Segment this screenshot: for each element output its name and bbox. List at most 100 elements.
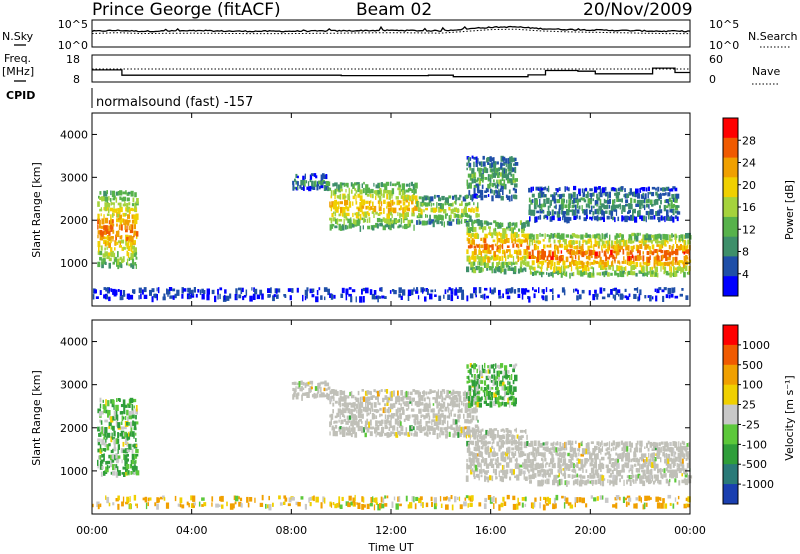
- heatmap-cell: [638, 240, 642, 244]
- heatmap-cell: [569, 193, 572, 200]
- heatmap-cell: [434, 194, 436, 199]
- heatmap-cell: [669, 234, 671, 239]
- heatmap-cell: [683, 468, 685, 475]
- heatmap-cell: [354, 427, 356, 434]
- power-ytick-label: 2000: [60, 214, 88, 227]
- heatmap-cell: [589, 188, 593, 192]
- heatmap-cell: [134, 218, 138, 225]
- heatmap-cell: [402, 213, 405, 220]
- heatmap-cell: [343, 408, 347, 414]
- heatmap-cell: [687, 474, 690, 480]
- heatmap-cell: [619, 453, 622, 459]
- heatmap-cell: [352, 201, 354, 206]
- heatmap-cell: [366, 218, 368, 223]
- heatmap-cell: [104, 427, 108, 433]
- heatmap-cell: [651, 186, 655, 190]
- heatmap-cell: [597, 245, 600, 249]
- heatmap-cell: [583, 217, 587, 222]
- heatmap-cell: [316, 392, 319, 398]
- heatmap-cell: [466, 396, 469, 401]
- heatmap-cell: [441, 396, 444, 403]
- heatmap-cell: [574, 288, 578, 292]
- heatmap-cell: [239, 497, 243, 502]
- heatmap-cell: [338, 397, 340, 404]
- heatmap-cell: [679, 451, 683, 457]
- heatmap-cell: [683, 234, 686, 239]
- heatmap-cell: [434, 294, 437, 297]
- heatmap-cell: [500, 402, 503, 407]
- velocity-colorbar-swatch: [723, 404, 738, 425]
- heatmap-cell: [670, 200, 673, 206]
- heatmap-cell: [594, 255, 598, 259]
- heatmap-cell: [353, 407, 357, 411]
- heatmap-cell: [481, 364, 484, 371]
- heatmap-cell: [494, 251, 496, 258]
- heatmap-cell: [648, 271, 650, 275]
- heatmap-cell: [587, 451, 591, 455]
- heatmap-cell: [623, 205, 626, 213]
- heatmap-cell: [106, 235, 110, 241]
- nave-tick-bottom: 0: [709, 73, 716, 86]
- heatmap-cell: [653, 474, 657, 479]
- heatmap-cell: [450, 397, 454, 403]
- velocity-ytick-label: 3000: [60, 379, 88, 392]
- heatmap-cell: [411, 414, 416, 418]
- heatmap-cell: [411, 496, 414, 502]
- heatmap-cell: [587, 447, 590, 452]
- heatmap-cell: [97, 438, 101, 443]
- heatmap-cell: [501, 451, 505, 456]
- heatmap-cell: [394, 183, 397, 187]
- heatmap-cell: [352, 183, 355, 189]
- heatmap-cell: [468, 201, 471, 206]
- heatmap-cell: [314, 180, 317, 187]
- heatmap-cell: [537, 240, 540, 245]
- heatmap-cell: [533, 243, 537, 251]
- heatmap-cell: [486, 243, 488, 250]
- heatmap-cell: [357, 184, 361, 190]
- heatmap-cell: [622, 496, 625, 503]
- heatmap-cell: [241, 287, 244, 293]
- heatmap-cell: [473, 446, 477, 452]
- heatmap-cell: [567, 467, 571, 471]
- heatmap-cell: [489, 287, 492, 294]
- heatmap-cell: [511, 447, 515, 451]
- heatmap-cell: [509, 221, 511, 227]
- heatmap-cell: [590, 250, 594, 255]
- heatmap-cell: [457, 208, 460, 214]
- heatmap-cell: [483, 293, 486, 300]
- heatmap-cell: [295, 180, 298, 185]
- power-heatmap: [92, 155, 692, 303]
- heatmap-cell: [474, 424, 479, 428]
- heatmap-cell: [595, 240, 599, 246]
- heatmap-cell: [283, 501, 286, 505]
- heatmap-cell: [124, 437, 128, 444]
- heatmap-cell: [372, 201, 374, 207]
- heatmap-cell: [398, 218, 401, 223]
- heatmap-cell: [617, 272, 620, 278]
- heatmap-cell: [565, 480, 568, 487]
- heatmap-cell: [519, 220, 522, 225]
- heatmap-cell: [593, 216, 598, 221]
- heatmap-cell: [615, 255, 618, 259]
- heatmap-cell: [496, 190, 501, 195]
- heatmap-cell: [420, 503, 424, 507]
- velocity-colorbar-tick-label: -25: [742, 418, 760, 431]
- heatmap-cell: [469, 440, 472, 445]
- heatmap-cell: [503, 239, 507, 244]
- heatmap-cell: [621, 238, 625, 243]
- heatmap-cell: [301, 386, 303, 392]
- heatmap-cell: [133, 427, 137, 431]
- power-colorbar-tick-label: 8: [742, 246, 749, 259]
- heatmap-cell: [444, 289, 447, 295]
- heatmap-cell: [345, 294, 348, 301]
- heatmap-cell: [177, 503, 181, 507]
- heatmap-cell: [675, 193, 680, 199]
- heatmap-cell: [474, 464, 478, 471]
- heatmap-cell: [668, 457, 673, 462]
- heatmap-cell: [515, 427, 517, 433]
- heatmap-cell: [594, 238, 597, 244]
- heatmap-cell: [578, 480, 583, 487]
- heatmap-cell: [483, 194, 488, 198]
- heatmap-cell: [358, 413, 361, 418]
- heatmap-cell: [438, 401, 441, 406]
